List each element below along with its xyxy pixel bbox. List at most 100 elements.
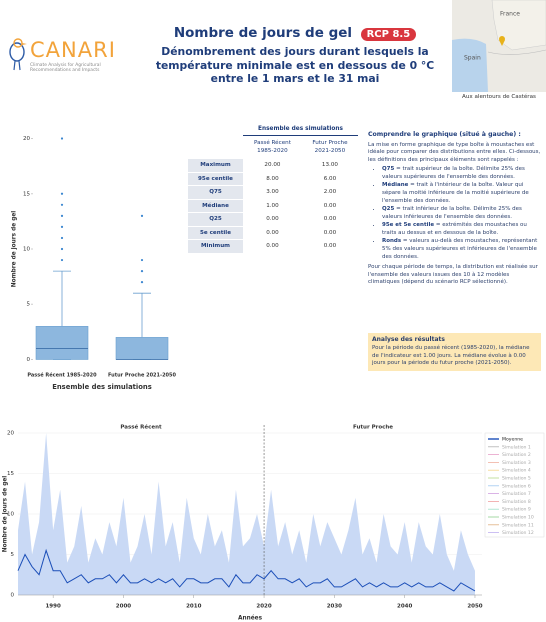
column-header-line: Passé Récent [253,139,291,146]
explanation-item: Q75 = trait supérieur de la boîte. Délim… [382,166,541,181]
legend-label: Simulation 11 [502,522,534,528]
table-cell: 0.00 [266,243,279,250]
x-tick-label: Passé Récent 1985-2020 [27,372,97,379]
row-label: Minimum [188,239,243,253]
y-axis-label: Nombre de jours de gel [12,211,18,288]
x-tick-label: 1990 [45,604,60,610]
row-label: 5e centile [188,226,243,240]
flier [60,225,64,229]
table-row: 5e centile 0.00 0.00 [188,226,358,240]
analysis-text: Pour la période du passé récent (1985-20… [372,345,530,367]
x-tick-label: 2000 [116,604,131,610]
table-cell: 0.00 [323,216,337,223]
range-area [18,433,475,595]
y-axis-label: Nombre de jours de gel [3,476,9,553]
row-label: Q25 [188,212,243,226]
legend-label: Simulation 9 [502,507,531,513]
table-cell: 0.00 [266,216,279,223]
flier [60,214,64,217]
table-corner [188,136,243,159]
stats-table-wrap: Ensemble des simulations Passé Récent 1985… [188,126,358,253]
legend-box [484,432,545,538]
table-cell: 6.00 [323,175,337,182]
legend-label: Simulation 4 [502,468,531,474]
title: Nombre de jours de gel [173,25,353,41]
explanation-text: = valeurs au-delà des moustaches, représ… [382,238,538,260]
x-axis-label: Ensemble des simulations [52,383,152,391]
table-cell: 3.00 [266,189,279,196]
y-tick-label: 20 [7,431,14,437]
explanation: Comprendre le graphique (situé à gauche)… [368,131,541,287]
subtitle-line: température minimale est en dessous de 0… [155,58,435,72]
legend-label: Simulation 5 [502,476,531,482]
explanation-item: Q25 = trait inférieur de la boîte. Délim… [382,206,541,221]
table-cell: 13.00 [321,162,338,169]
map: France Spain [452,0,546,92]
x-tick-label: 2010 [186,604,201,610]
row-label: 95e centile [188,172,243,186]
flier [60,203,64,206]
logo-tagline: Climate Analysis for Agricultural Recomm… [30,63,101,74]
subtitle-line: entre le 1 mars et le 31 mai [210,72,380,86]
y-tick-label: 5 [11,552,15,558]
table-cell: 0.00 [266,229,279,236]
legend-label: Simulation 8 [502,499,531,505]
table-row: Maximum 20.00 13.00 [188,158,358,172]
header: Nombre de jours de gel RCP 8.5 Dénombrem… [150,22,440,86]
explanation-text: = trait inférieur de la boîte. Délimite … [382,206,522,220]
analysis-box: Analyse des résultats Pour la période du… [368,333,541,371]
explanation-term: Q25 [382,206,395,213]
badge: RCP 8.5 [360,28,417,41]
row-label: Médiane [188,199,243,213]
column-header-line: 1985-2020 [257,148,288,154]
legend-label: Simulation 7 [502,491,531,497]
x-tick-label: 2040 [397,604,412,610]
row-label: Q75 [188,185,243,199]
box [115,337,169,360]
flier [60,236,64,240]
explanation-intro: La mise en forme graphique de type boîte… [368,141,541,163]
explanation-term: 95e et 5e centile [382,222,435,229]
logo-icon [9,38,27,71]
explanation-item: 95e et 5e centile = extrémités des moust… [382,222,541,237]
line-chart: 0 5 10 15 20 1990 2000 2010 2020 2030 2040 2050 Anné… [3,424,545,622]
table-row: Q25 0.00 0.00 [188,212,358,226]
annotation: Futur Proche [353,425,393,431]
table-cell: 0.00 [323,243,337,250]
explanation-term: Ronds [382,238,402,245]
table-header-row: Passé Récent 1985-2020 Futur Proche 2021-20… [188,136,358,159]
legend-label: Simulation 3 [502,460,531,466]
x-tick-label: Futur Proche 2021-2050 [108,373,177,379]
flier [140,281,144,284]
table-row: Q75 3.00 2.00 [188,185,358,199]
row-label: Maximum [188,158,243,172]
y-tick-label: 20 [23,136,30,142]
legend-label: Simulation 10 [502,515,534,521]
legend-label: Simulation 2 [502,452,531,458]
flier [60,247,64,251]
y-tick-label: 0 [11,593,15,599]
box-chart: 0 5 10 15 20 Nombre de jours de gel Ensemble d… [12,136,177,391]
flier [140,269,144,273]
x-tick-label: 2030 [327,604,342,610]
subtitle: Dénombrement des jours durant lesquels l… [150,45,440,86]
y-tick-label: 0 [27,357,31,363]
explanation-list: Q75 = trait supérieur de la boîte. Délim… [376,166,541,261]
y-tick-label: 10 [23,247,30,253]
legend-label: Simulation 6 [502,483,531,489]
map-label: France [500,11,520,18]
table-cell: 2.00 [323,189,337,196]
flier [60,137,64,140]
y-tick-label: 5 [27,302,31,308]
map-caption: Aux alentours de Castéras [462,94,536,100]
table-cell: 8.00 [266,175,279,182]
explanation-outro: Pour chaque période de temps, la distrib… [368,264,538,286]
explanation-item: Ronds = valeurs au-delà des moustaches, … [382,238,541,261]
annotation: Passé Récent [120,424,162,431]
table-row: Médiane 1.00 0.00 [188,199,358,213]
y-tick-label: 15 [7,471,14,477]
map-label: Spain [464,55,481,62]
box [35,326,89,360]
legend-label: Simulation 1 [502,444,531,450]
